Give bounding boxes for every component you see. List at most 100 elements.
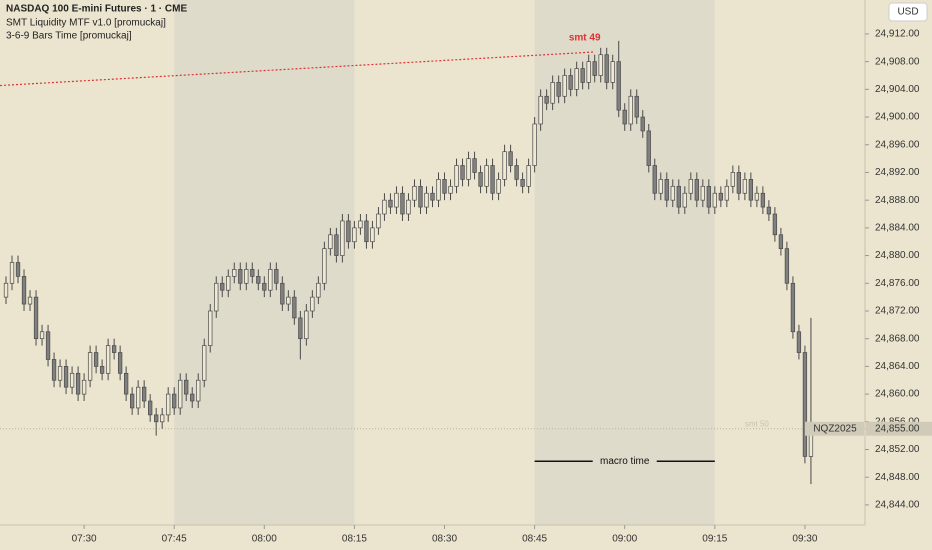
candle-body [574,68,579,90]
candle-body [394,192,399,208]
candle-body [478,172,483,187]
candle-body [460,165,465,180]
candle-body [628,95,633,125]
candle-body [154,414,159,423]
y-tick-label: 24,880.00 [875,250,920,261]
last-price-box [866,421,932,436]
candle-body [526,165,531,187]
candle-body [142,386,147,402]
candle-body [51,359,57,381]
candle-body [105,345,111,374]
macro-label: macro time [600,456,650,467]
axis-layer: 24,844.0024,848.0024,852.0024,856.0024,8… [72,29,932,545]
candle-body [484,165,489,187]
candle-body [604,54,609,83]
candle-body [244,269,249,284]
candle-body [196,379,201,402]
candle-body [178,379,183,409]
candle-body [117,352,123,374]
candle-body [166,393,171,416]
y-tick-label: 24,864.00 [875,361,920,372]
candle-body [580,68,585,83]
candle-body [220,282,225,291]
candle-body [544,95,549,104]
x-tick-label: 08:30 [432,534,457,545]
candle-body [670,185,675,201]
candle-body [634,95,639,118]
candle-body [724,185,729,201]
candle-body [322,248,327,284]
candle-body [111,345,117,353]
y-tick-label: 24,860.00 [875,389,920,400]
indicator-name[interactable]: SMT Liquidity MTF v1.0 [promuckaj] [6,18,166,29]
candle-body [298,317,303,340]
candle-body [15,262,21,277]
candle-body [376,213,381,229]
candle-body [454,165,459,187]
candle-body [370,227,375,243]
candle-body [184,379,189,395]
candle-body [736,172,742,194]
candle-body [502,151,507,180]
candle-body [640,116,645,132]
candle-body [262,282,267,291]
candle-body [160,414,165,423]
candle-body [93,352,99,367]
candle-body [280,282,285,305]
candle-body [388,199,393,208]
candle-body [496,179,501,194]
candle-body [418,185,423,208]
candle-body [664,179,669,201]
candle-body [538,95,543,125]
x-tick-label: 07:45 [162,534,187,545]
candle-body [778,234,784,249]
candle-body [202,345,207,381]
candle-body [364,220,369,243]
x-tick-label: 08:45 [522,534,547,545]
candle-body [358,220,363,229]
candle-body [27,296,33,305]
candle-body [286,296,291,305]
candle-body [490,165,495,194]
candle-body [688,179,693,194]
candle-body [694,179,699,201]
candle-body [772,213,778,236]
candle-body [760,192,766,208]
candle-body [592,61,597,76]
candle-body [730,172,735,187]
candle-body [532,123,537,166]
candle-body [508,151,513,166]
candle-body [208,310,213,346]
candle-body [436,179,441,201]
candle-body [700,185,705,201]
currency-label[interactable]: USD [897,7,918,18]
candle-body [658,179,663,194]
candle-body [292,296,297,319]
candle-body [81,379,87,395]
candle-body [676,185,681,208]
y-tick-label: 24,904.00 [875,84,920,95]
candle-body [706,185,711,208]
candle-body [87,352,93,381]
candle-body [748,179,754,201]
candle-body [802,352,808,457]
y-tick-label: 24,908.00 [875,56,920,67]
candle-body [652,165,657,194]
candle-body [21,276,27,305]
candle-body [214,282,219,312]
candle-body [190,393,195,402]
y-tick-label: 24,876.00 [875,278,920,289]
smt-label-faint: smt 50 [745,420,770,429]
x-tick-label: 09:30 [792,534,817,545]
candle-body [412,185,417,201]
y-tick-label: 24,848.00 [875,472,920,483]
candle-body [742,179,748,194]
candle-body [123,372,129,395]
indicator-name[interactable]: 3-6-9 Bars Time [promuckaj] [6,31,132,42]
candle-body [39,331,45,340]
candle-body [3,282,9,298]
x-tick-label: 09:15 [702,534,727,545]
y-tick-label: 24,872.00 [875,306,920,317]
currency-button[interactable] [888,2,928,22]
